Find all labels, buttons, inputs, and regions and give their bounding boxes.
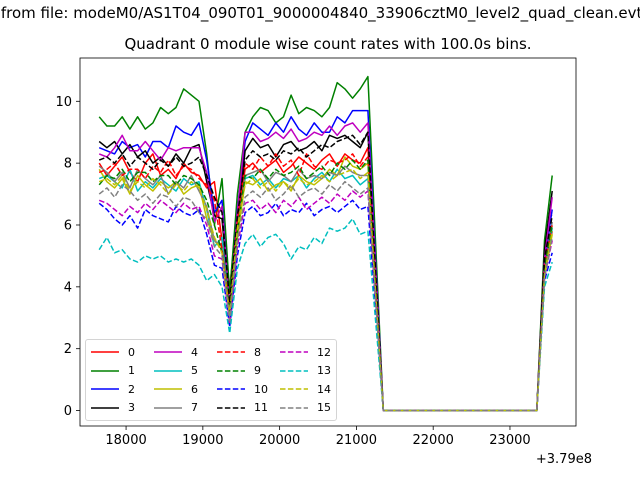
legend-label-0: 0 (128, 345, 135, 359)
legend-item-14: 14 (279, 381, 331, 397)
legend-label-6: 6 (191, 382, 198, 396)
x-tick-label-18000: 18000 (105, 433, 146, 448)
legend-label-2: 2 (128, 382, 135, 396)
legend-label-11: 11 (254, 401, 268, 414)
legend-label-7: 7 (191, 401, 198, 414)
series-line-4 (98, 122, 553, 412)
legend-swatch-7 (154, 406, 182, 409)
series-line-11 (98, 131, 553, 412)
legend-swatch-4 (154, 351, 182, 353)
legend-label-15: 15 (317, 401, 331, 414)
legend-label-12: 12 (317, 345, 331, 359)
x-axis-offset-label: +3.79e8 (535, 452, 592, 467)
series-line-8 (98, 153, 553, 412)
legend-swatch-13 (280, 369, 308, 372)
legend-swatch-3 (91, 406, 119, 409)
series-line-12 (98, 190, 553, 412)
x-tick-label-19000: 19000 (182, 433, 223, 448)
x-tick-label-20000: 20000 (259, 433, 300, 448)
legend-item-13: 13 (279, 363, 331, 379)
series-line-9 (98, 159, 553, 412)
legend-swatch-11 (217, 406, 245, 409)
legend-item-7: 7 (153, 400, 198, 416)
legend-item-8: 8 (216, 344, 261, 360)
legend-swatch-5 (154, 369, 182, 372)
legend-label-8: 8 (254, 345, 261, 359)
legend-label-3: 3 (128, 401, 135, 414)
series-line-3 (98, 131, 553, 412)
legend-item-11: 11 (216, 400, 268, 416)
y-tick-label-10: 10 (55, 95, 72, 110)
y-tick-label-8: 8 (64, 157, 72, 172)
legend-item-3: 3 (90, 400, 135, 416)
legend-swatch-0 (91, 351, 119, 353)
legend-label-9: 9 (254, 364, 261, 377)
legend-swatch-10 (217, 388, 245, 390)
legend-label-10: 10 (254, 382, 268, 396)
legend-label-1: 1 (128, 364, 135, 377)
series-line-14 (98, 168, 553, 412)
chart-title: Quadrant 0 module wise count rates with … (124, 35, 532, 53)
legend-item-5: 5 (153, 363, 198, 379)
plot-frame (79, 57, 577, 427)
legend-swatch-15 (280, 406, 308, 409)
legend-item-9: 9 (216, 363, 261, 379)
legend-swatch-6 (154, 388, 182, 390)
legend-swatch-9 (217, 369, 245, 372)
legend-item-15: 15 (279, 400, 331, 416)
legend-item-4: 4 (153, 344, 198, 360)
legend-label-5: 5 (191, 364, 198, 377)
legend-item-2: 2 (90, 381, 135, 397)
legend-swatch-1 (91, 369, 119, 372)
legend-label-13: 13 (317, 364, 331, 377)
legend-item-6: 6 (153, 381, 198, 397)
series-line-6 (98, 156, 553, 412)
legend-swatch-14 (280, 388, 308, 390)
y-tick-label-0: 0 (64, 404, 72, 419)
series-line-13 (98, 218, 553, 412)
legend-swatch-2 (91, 388, 119, 390)
series-line-1 (98, 75, 553, 412)
series-line-15 (98, 180, 553, 412)
y-tick-label-4: 4 (64, 280, 72, 295)
series-line-7 (98, 165, 553, 412)
chart-legend: 0 1 2 3 4 5 6 7 8 9 10 11 12 13 14 15 (85, 339, 337, 421)
suptitle: Plots from file: modeM0/AS1T04_090T01_90… (0, 4, 640, 22)
legend-swatch-12 (280, 351, 308, 353)
series-line-10 (98, 199, 553, 412)
y-tick-label-6: 6 (64, 218, 72, 233)
legend-label-14: 14 (317, 382, 331, 396)
legend-label-4: 4 (191, 345, 198, 359)
legend-item-0: 0 (90, 344, 135, 360)
legend-item-10: 10 (216, 381, 268, 397)
x-tick-label-23000: 23000 (489, 433, 530, 448)
x-tick-label-21000: 21000 (336, 433, 377, 448)
suptitle-container: Plots from file: modeM0/AS1T04_090T01_90… (0, 4, 640, 26)
legend-swatch-8 (217, 351, 245, 353)
y-tick-label-2: 2 (64, 342, 72, 357)
x-tick-label-22000: 22000 (413, 433, 454, 448)
legend-item-12: 12 (279, 344, 331, 360)
legend-item-1: 1 (90, 363, 135, 379)
